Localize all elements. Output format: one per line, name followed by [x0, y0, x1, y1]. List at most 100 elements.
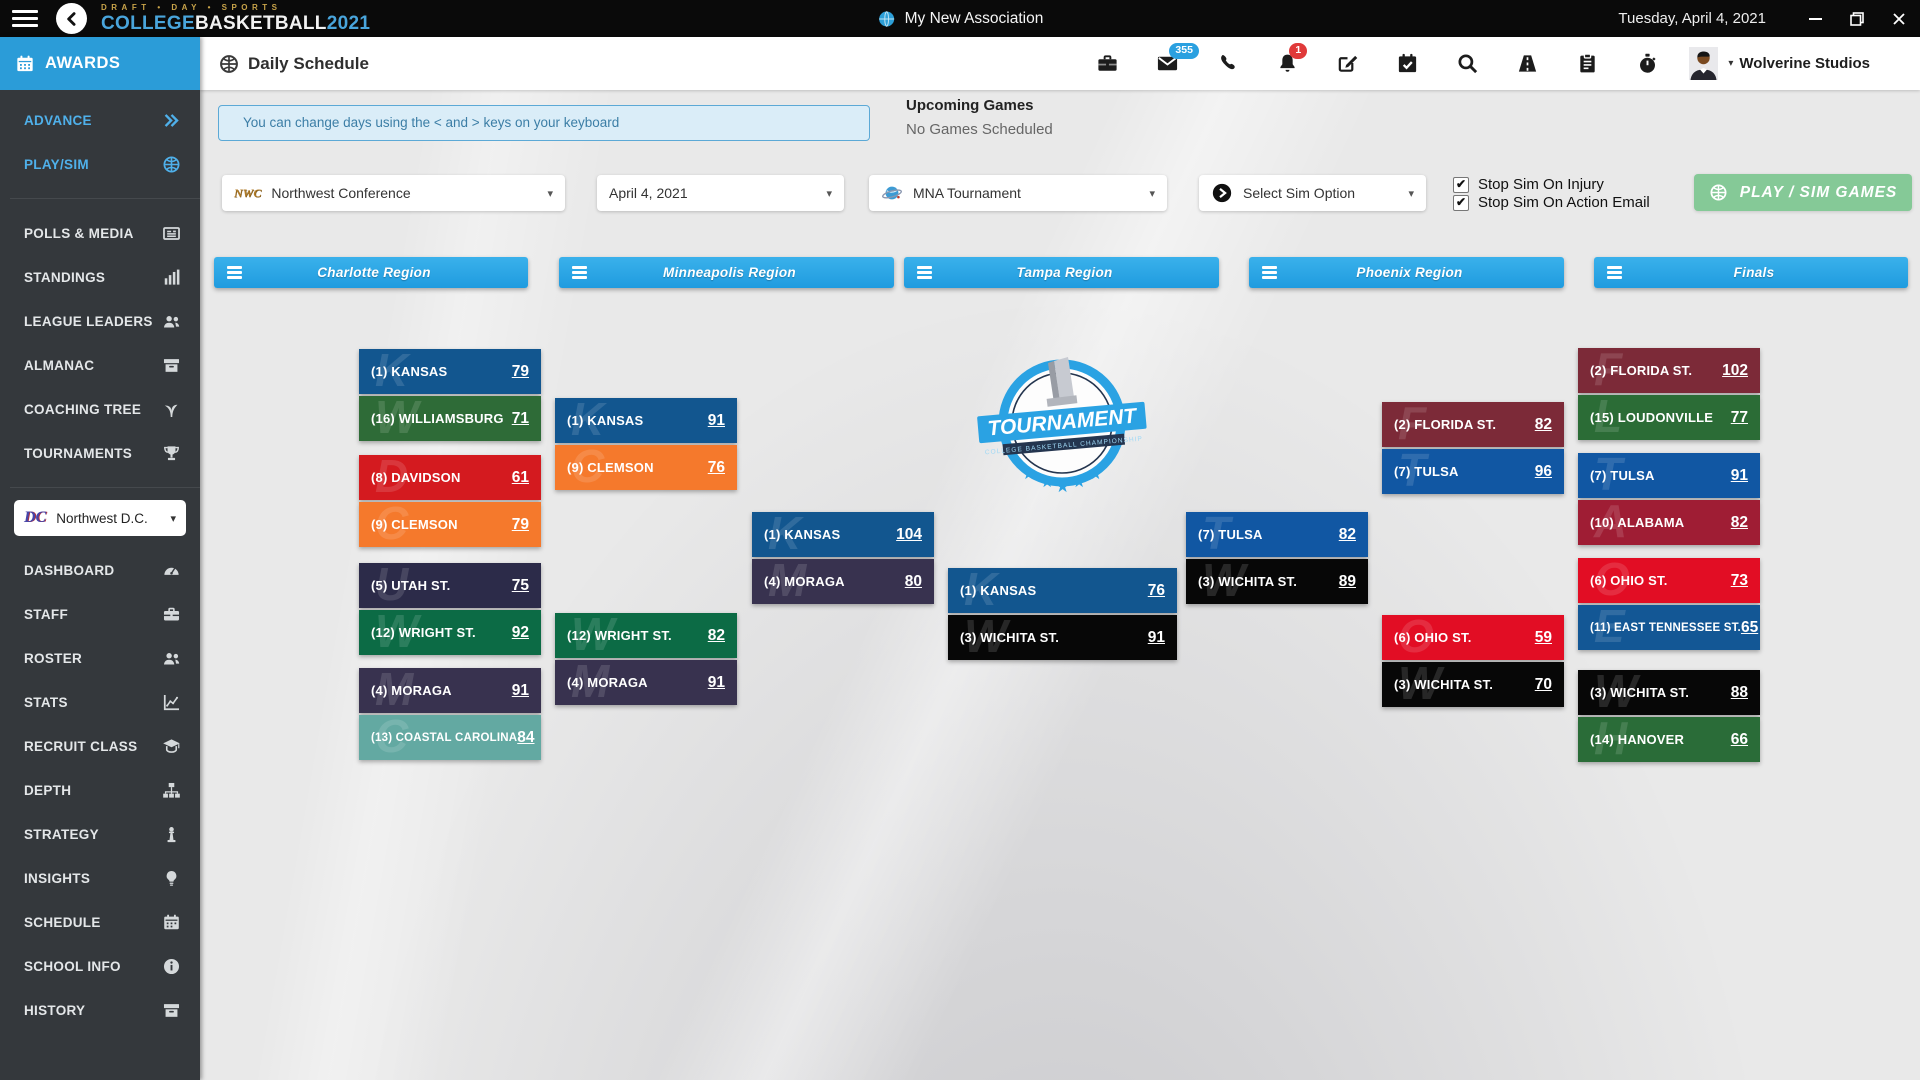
sidebar-item-play-sim[interactable]: PLAY/SIM [0, 142, 200, 186]
briefcase-icon[interactable] [1096, 52, 1119, 75]
sidebar-item-stats[interactable]: STATS [0, 680, 200, 724]
team-result-bar[interactable]: K (1) KANSAS 76 [948, 568, 1177, 613]
user-name: Wolverine Studios [1739, 55, 1870, 72]
sidebar-item-staff[interactable]: STAFF [0, 592, 200, 636]
team-result-bar[interactable]: M (4) MORAGA 80 [752, 559, 934, 604]
sidebar-item-tournaments[interactable]: TOURNAMENTS [0, 431, 200, 475]
team-result-bar[interactable]: D (8) DAVIDSON 61 [359, 455, 541, 500]
avatar [1689, 47, 1719, 80]
stop-sim-injury-checkbox-row[interactable]: ✔ Stop Sim On Injury [1453, 176, 1604, 193]
team-result-bar[interactable]: K (1) KANSAS 104 [752, 512, 934, 557]
team-result-bar[interactable]: C (9) CLEMSON 79 [359, 502, 541, 547]
team-result-bar[interactable]: W (3) WICHITA ST. 88 [1578, 670, 1760, 715]
team-result-bar[interactable]: C (13) COASTAL CAROLINA 84 [359, 715, 541, 760]
team-result-bar[interactable]: M (4) MORAGA 91 [359, 668, 541, 713]
team-score: 77 [1730, 408, 1748, 426]
region-header-charlotte-region[interactable]: Charlotte Region [214, 257, 528, 288]
minimize-button[interactable] [1794, 0, 1836, 37]
team-result-bar[interactable]: O (6) OHIO ST. 73 [1578, 558, 1760, 603]
sidebar-item-history[interactable]: HISTORY [0, 988, 200, 1032]
sidebar-header-awards[interactable]: AWARDS [0, 37, 200, 90]
compose-icon[interactable] [1336, 52, 1359, 75]
bracket-game: T (7) TULSA 82 W (3) WICHITA ST. 89 [1186, 512, 1368, 604]
sidebar-item-label: INSIGHTS [24, 870, 91, 886]
checkbox[interactable]: ✔ [1453, 176, 1469, 193]
checkbox[interactable]: ✔ [1453, 194, 1469, 211]
team-result-bar[interactable]: W (3) WICHITA ST. 91 [948, 615, 1177, 660]
team-result-bar[interactable]: W (12) WRIGHT ST. 92 [359, 610, 541, 655]
team-result-bar[interactable]: A (10) ALABAMA 82 [1578, 500, 1760, 545]
region-header-minneapolis-region[interactable]: Minneapolis Region [559, 257, 894, 288]
team-result-bar[interactable]: K (1) KANSAS 91 [555, 398, 737, 443]
minimize-icon [1808, 17, 1822, 20]
team-result-bar[interactable]: M (4) MORAGA 91 [555, 660, 737, 705]
region-header-tampa-region[interactable]: Tampa Region [904, 257, 1219, 288]
team-logo-dc: DC [24, 509, 47, 526]
team-result-bar[interactable]: C (9) CLEMSON 76 [555, 445, 737, 490]
team-seed-name: (7) TULSA [1198, 527, 1263, 542]
mail-icon[interactable]: 355 [1156, 43, 1199, 75]
sidebar-item-league-leaders[interactable]: LEAGUE LEADERS [0, 299, 200, 343]
sidebar-item-standings[interactable]: STANDINGS [0, 255, 200, 299]
team-result-bar[interactable]: F (2) FLORIDA ST. 102 [1578, 348, 1760, 393]
filter-conference-dropdown[interactable]: NWC Northwest Conference ▾ [222, 175, 565, 211]
team-result-bar[interactable]: W (3) WICHITA ST. 70 [1382, 662, 1564, 707]
sidebar-item-insights[interactable]: INSIGHTS [0, 856, 200, 900]
clipboard-icon[interactable] [1576, 52, 1599, 75]
close-button[interactable] [1878, 0, 1920, 37]
team-seed-name: (1) KANSAS [371, 364, 448, 379]
menu-icon[interactable] [12, 10, 38, 27]
stopwatch-icon[interactable] [1636, 52, 1659, 75]
bracket-game: F (2) FLORIDA ST. 82 T (7) TULSA 96 [1382, 402, 1564, 494]
team-result-bar[interactable]: T (7) TULSA 96 [1382, 449, 1564, 494]
basketball-icon [219, 54, 239, 74]
team-result-bar[interactable]: U (5) UTAH ST. 75 [359, 563, 541, 608]
team-result-bar[interactable]: O (6) OHIO ST. 59 [1382, 615, 1564, 660]
team-result-bar[interactable]: T (7) TULSA 82 [1186, 512, 1368, 557]
sidebar-item-coaching-tree[interactable]: COACHING TREE [0, 387, 200, 431]
team-selector[interactable]: DC Northwest D.C. ▾ [14, 500, 186, 536]
team-result-bar[interactable]: H (14) HANOVER 66 [1578, 717, 1760, 762]
team-result-bar[interactable]: L (15) LOUDONVILLE 77 [1578, 395, 1760, 440]
calendar-check-icon[interactable] [1396, 52, 1419, 75]
sidebar-item-schedule[interactable]: SCHEDULE [0, 900, 200, 944]
road-icon[interactable] [1516, 52, 1539, 75]
team-seed-name: (7) TULSA [1590, 468, 1655, 483]
region-header-finals[interactable]: Finals [1594, 257, 1908, 288]
sidebar-item-recruit-class[interactable]: RECRUIT CLASS [0, 724, 200, 768]
chevron-down-icon: ▾ [547, 187, 553, 200]
sidebar-item-school-info[interactable]: SCHOOL INFO [0, 944, 200, 988]
user-menu[interactable]: ▾ Wolverine Studios [1689, 47, 1870, 80]
team-score: 91 [1730, 466, 1748, 484]
sidebar-item-advance[interactable]: ADVANCE [0, 98, 200, 142]
team-result-bar[interactable]: F (2) FLORIDA ST. 82 [1382, 402, 1564, 447]
team-seed-name: (4) MORAGA [764, 574, 845, 589]
bell-icon[interactable]: 1 [1276, 43, 1308, 75]
team-result-bar[interactable]: W (12) WRIGHT ST. 82 [555, 613, 737, 658]
region-header-phoenix-region[interactable]: Phoenix Region [1249, 257, 1564, 288]
restore-button[interactable] [1836, 0, 1878, 37]
sidebar-item-almanac[interactable]: ALMANAC [0, 343, 200, 387]
sidebar-item-polls-media[interactable]: POLLS & MEDIA [0, 211, 200, 255]
team-result-bar[interactable]: E (11) EAST TENNESSEE ST. 65 [1578, 605, 1760, 650]
team-seed-name: (13) COASTAL CAROLINA [371, 731, 518, 744]
filter-date-dropdown[interactable]: April 4, 2021 ▾ [597, 175, 844, 211]
play-sim-games-button[interactable]: PLAY / SIM GAMES [1694, 174, 1912, 211]
filter-sim-option-dropdown[interactable]: Select Sim Option ▾ [1199, 175, 1426, 211]
team-result-bar[interactable]: W (16) WILLIAMSBURG 71 [359, 396, 541, 441]
team-result-bar[interactable]: W (3) WICHITA ST. 89 [1186, 559, 1368, 604]
search-icon[interactable] [1456, 52, 1479, 75]
sidebar-item-roster[interactable]: ROSTER [0, 636, 200, 680]
team-result-bar[interactable]: K (1) KANSAS 79 [359, 349, 541, 394]
users-icon [162, 649, 181, 668]
filter-tournament-dropdown[interactable]: MNA Tournament ▾ [869, 175, 1167, 211]
back-button[interactable] [56, 3, 87, 34]
stop-sim-action-email-checkbox-row[interactable]: ✔ Stop Sim On Action Email [1453, 194, 1650, 211]
phone-icon[interactable] [1216, 52, 1239, 75]
sidebar-item-depth[interactable]: DEPTH [0, 768, 200, 812]
double-chevron-right-icon [162, 111, 181, 130]
sidebar-item-dashboard[interactable]: DASHBOARD [0, 548, 200, 592]
team-result-bar[interactable]: T (7) TULSA 91 [1578, 453, 1760, 498]
team-score: 80 [904, 572, 922, 590]
sidebar-item-strategy[interactable]: STRATEGY [0, 812, 200, 856]
